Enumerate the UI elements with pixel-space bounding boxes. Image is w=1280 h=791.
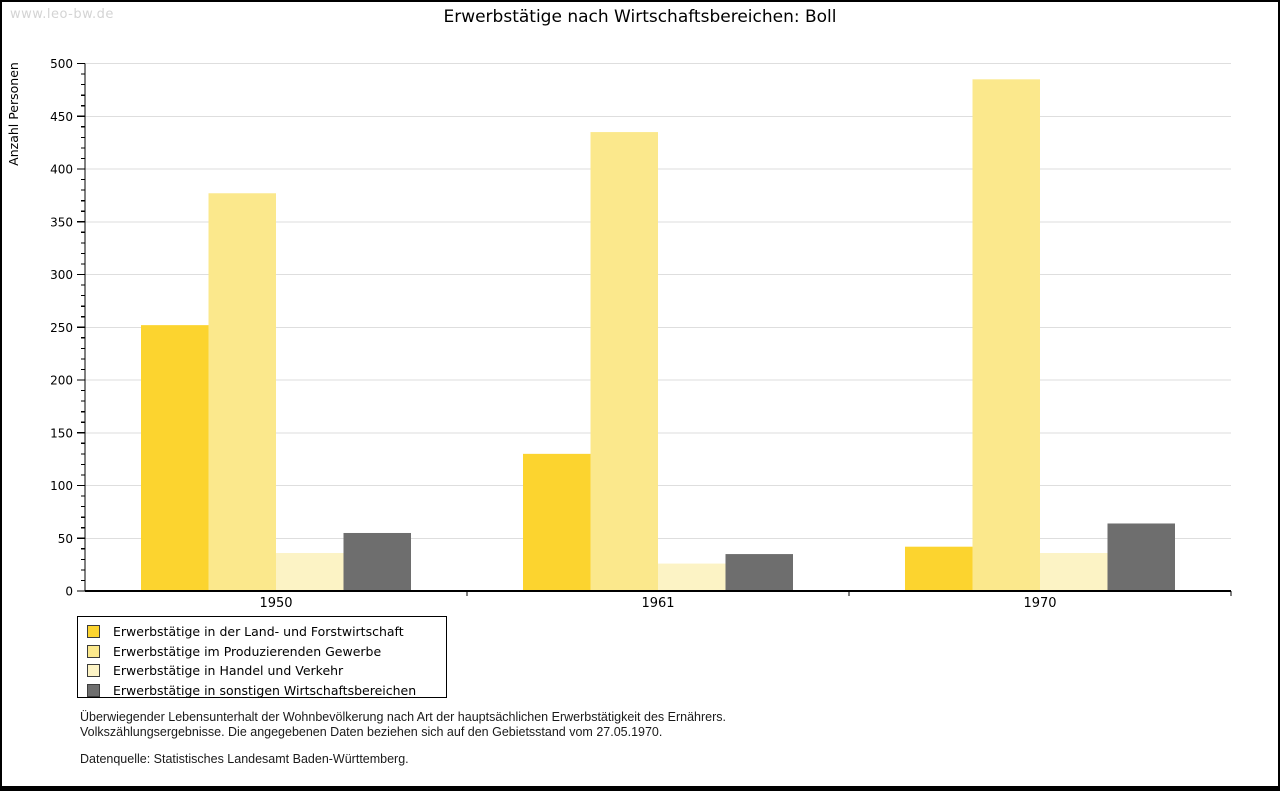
- legend-swatch-icon: [87, 683, 100, 697]
- y-tick-label: 50: [58, 532, 73, 546]
- y-tick-label: 500: [50, 57, 73, 71]
- bar-1970-s1: [905, 546, 973, 591]
- bar-1970-s3: [1040, 553, 1108, 591]
- bar-1970-s4: [1107, 523, 1175, 591]
- legend-swatch-icon: [87, 625, 100, 639]
- chart-footnote: Überwiegender Lebensunterhalt der Wohnbe…: [80, 710, 726, 739]
- x-tick-label: 1970: [1023, 596, 1056, 611]
- legend-label: Erwerbstätige in Handel und Verkehr: [113, 663, 344, 679]
- legend-item-2: Erwerbstätige im Produzierenden Gewerbe: [87, 642, 446, 662]
- bar-1961-s1: [523, 453, 591, 591]
- bar-1961-s4: [725, 554, 793, 591]
- y-tick-label: 350: [50, 215, 73, 229]
- legend-swatch-icon: [87, 664, 100, 678]
- bar-1961-s3: [658, 563, 726, 591]
- legend-item-4: Erwerbstätige in sonstigen Wirtschaftsbe…: [87, 681, 446, 701]
- legend-label: Erwerbstätige in der Land- und Forstwirt…: [113, 624, 404, 640]
- y-axis-title: Anzahl Personen: [6, 62, 21, 166]
- bar-1950-s4: [343, 532, 411, 591]
- bar-1950-s3: [276, 553, 344, 591]
- x-tick-label: 1961: [641, 596, 674, 611]
- x-tick-label: 1950: [259, 596, 292, 611]
- chart-legend: Erwerbstätige in der Land- und Forstwirt…: [77, 616, 447, 698]
- chart-title: Erwerbstätige nach Wirtschaftsbereichen:…: [443, 7, 837, 27]
- y-tick-label: 0: [65, 585, 73, 599]
- y-tick-label: 450: [50, 110, 73, 124]
- legend-label: Erwerbstätige in sonstigen Wirtschaftsbe…: [113, 682, 417, 698]
- bar-1950-s1: [141, 325, 209, 591]
- bar-1970-s2: [972, 79, 1040, 591]
- y-tick-label: 100: [50, 479, 73, 493]
- bar-1950-s2: [208, 193, 276, 591]
- watermark: www.leo-bw.de: [10, 7, 114, 22]
- legend-swatch-icon: [87, 644, 100, 658]
- legend-item-3: Erwerbstätige in Handel und Verkehr: [87, 661, 446, 681]
- data-source-note: Datenquelle: Statistisches Landesamt Bad…: [80, 752, 409, 766]
- y-tick-label: 200: [50, 374, 73, 388]
- footnote-line-1: Überwiegender Lebensunterhalt der Wohnbe…: [80, 710, 726, 724]
- footnote-line-2: Volkszählungsergebnisse. Die angegebenen…: [80, 724, 663, 739]
- bar-chart-plot-area: 1950 1961 1970 0 50 100 150 200 250 300 350 400 450 5…: [6, 57, 1232, 611]
- y-tick-label: 300: [50, 268, 73, 282]
- y-tick-label: 400: [50, 163, 73, 177]
- y-tick-label: 150: [50, 426, 73, 440]
- bar-1961-s2: [590, 132, 658, 591]
- y-tick-label: 250: [50, 321, 73, 335]
- legend-label: Erwerbstätige im Produzierenden Gewerbe: [113, 643, 382, 659]
- legend-item-1: Erwerbstätige in der Land- und Forstwirt…: [87, 622, 446, 642]
